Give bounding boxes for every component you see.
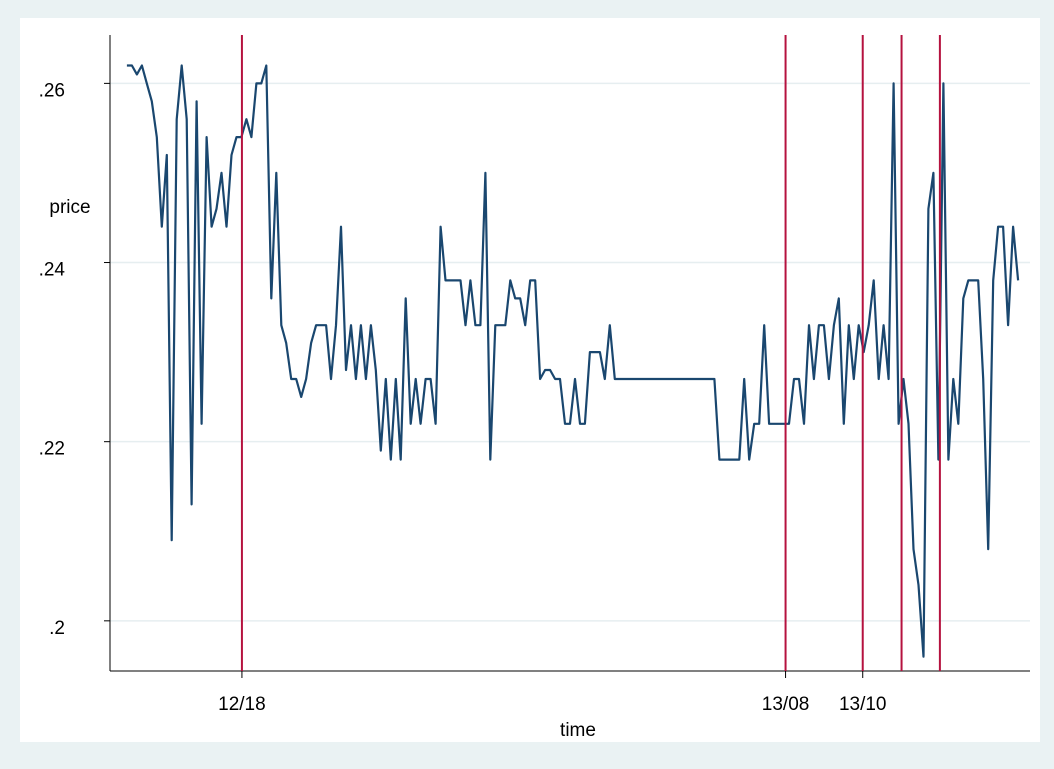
y-axis-label: price <box>49 197 90 218</box>
y-tick-label: .22 <box>39 439 65 460</box>
price-line <box>126 64 1020 658</box>
x-tick-label: 13/08 <box>762 694 810 715</box>
x-tick-label: 12/18 <box>218 694 266 715</box>
x-tick-label: 13/10 <box>839 694 887 715</box>
y-tick-label: .26 <box>39 80 65 101</box>
y-tick-label: .24 <box>39 260 66 281</box>
y-tick-label: .2 <box>49 618 65 639</box>
x-axis-label: time <box>560 720 596 741</box>
